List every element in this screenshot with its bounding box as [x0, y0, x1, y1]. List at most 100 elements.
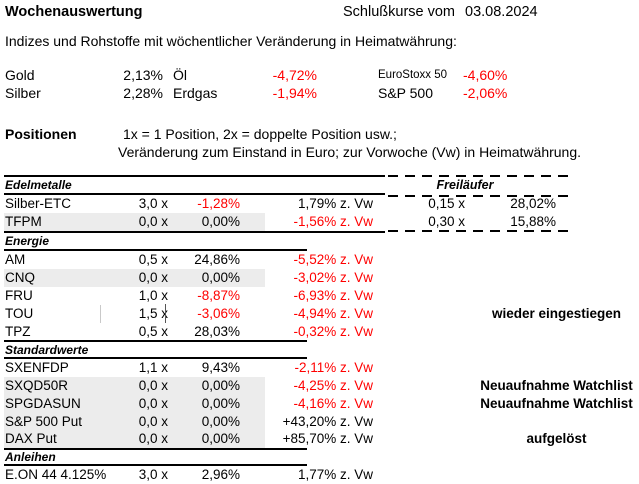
cell-cursor-mark	[165, 304, 166, 323]
freilaeufer-value: 28,02%	[510, 196, 556, 211]
instrument-name: S&P 500 Put	[5, 414, 83, 429]
zero-position-shading	[4, 395, 265, 413]
index-row: Silber 2,28% Erdgas -1,94% S&P 500 -2,06…	[0, 84, 639, 102]
table-row: FRU 1,0 x -8,87% -6,93% z. Vw	[0, 287, 639, 305]
position-size: 3,0 x	[138, 467, 168, 482]
change-since-entry: 0,00%	[201, 270, 240, 285]
change-vs-prev-week: -4,25% z. Vw	[293, 378, 373, 393]
position-size: 0,0 x	[138, 396, 168, 411]
instrument-name: Gold	[5, 67, 35, 83]
weekly-change: -4,60%	[463, 67, 508, 83]
instrument-name: AM	[5, 252, 26, 267]
position-size: 1,0 x	[138, 288, 168, 303]
index-row: Gold 2,13% Öl -4,72% EuroStoxx 50 -4,60%	[0, 66, 639, 84]
closing-prices-label: Schlußkurse vom	[343, 4, 456, 20]
instrument-name: Silber	[5, 85, 41, 101]
change-since-entry: 0,00%	[201, 378, 240, 393]
instrument-name: TPZ	[5, 324, 31, 339]
table-row: SXENFDP 1,1 x 9,43% -2,11% z. Vw	[0, 359, 639, 377]
zero-position-shading	[4, 377, 265, 395]
instrument-name: SPGDASUN	[5, 396, 81, 411]
change-vs-prev-week: 1,77% z. Vw	[297, 467, 373, 482]
instrument-name: Erdgas	[173, 85, 218, 101]
change-since-entry: 0,00%	[201, 396, 240, 411]
zero-position-shading	[4, 430, 265, 448]
row-note: Neuaufnahme Watchlist	[480, 396, 633, 411]
position-size: 1,1 x	[138, 360, 168, 375]
change-since-entry: 0,00%	[201, 214, 240, 229]
table-row: TOU 1,5 x -3,06% -4,94% z. Vw wieder ein…	[0, 305, 639, 323]
position-size: 3,0 x	[138, 196, 168, 211]
position-size: 0,0 x	[138, 431, 168, 446]
weekly-change: -4,72%	[272, 67, 317, 83]
change-vs-prev-week: -6,93% z. Vw	[293, 288, 373, 303]
instrument-name: SXENFDP	[5, 360, 69, 375]
change-since-entry: 24,86%	[194, 252, 240, 267]
page-title: Wochenauswertung	[5, 4, 143, 20]
freilaeufer-dashed-rule	[388, 195, 570, 197]
table-rule	[4, 193, 385, 195]
instrument-name: Öl	[173, 67, 187, 83]
row-note: wieder eingestiegen	[491, 306, 622, 321]
change-since-entry: -8,87%	[197, 288, 240, 303]
change-since-entry: -1,28%	[197, 196, 240, 211]
table-rule	[4, 464, 307, 466]
change-vs-prev-week: -5,52% z. Vw	[293, 252, 373, 267]
positions-legend-line1: 1x = 1 Position, 2x = doppelte Position …	[123, 126, 397, 142]
change-since-entry: 2,96%	[201, 467, 240, 482]
change-since-entry: 28,03%	[194, 324, 240, 339]
table-row: DAX Put 0,0 x 0,00% +85,70% z. Vw aufgel…	[0, 430, 639, 448]
table-rule	[4, 448, 307, 450]
position-size: 0,0 x	[138, 378, 168, 393]
instrument-name: FRU	[5, 288, 33, 303]
table-row: AM 0,5 x 24,86% -5,52% z. Vw	[0, 251, 639, 269]
change-since-entry: 9,43%	[201, 360, 240, 375]
change-since-entry: 0,00%	[201, 431, 240, 446]
table-row: TFPM 0,0 x 0,00% -1,56% z. Vw 0,30 x 15,…	[0, 213, 639, 231]
table-rule	[4, 340, 307, 342]
row-note: Neuaufnahme Watchlist	[480, 378, 633, 393]
position-size: 0,0 x	[138, 414, 168, 429]
position-size: 0,5 x	[138, 252, 168, 267]
instrument-name: TFPM	[5, 214, 42, 229]
positions-heading: Positionen	[5, 126, 77, 142]
table-rule	[4, 231, 385, 233]
change-vs-prev-week: +43,20% z. Vw	[282, 414, 373, 429]
table-row: SXQD50R 0,0 x 0,00% -4,25% z. Vw Neuaufn…	[0, 377, 639, 395]
table-row: SPGDASUN 0,0 x 0,00% -4,16% z. Vw Neuauf…	[0, 395, 639, 413]
freilaeufer-position: 0,15 x	[428, 196, 465, 211]
table-rule	[4, 175, 385, 177]
table-row: TPZ 0,5 x 28,03% -0,32% z. Vw	[0, 323, 639, 341]
intro-text: Indizes und Rohstoffe mit wöchentlicher …	[5, 33, 457, 49]
section-heading: Standardwerte	[5, 343, 89, 357]
position-size: 0,0 x	[138, 270, 168, 285]
weekly-change: -1,94%	[272, 85, 317, 101]
position-size: 1,5 x	[138, 306, 168, 321]
closing-prices-date: 03.08.2024	[465, 4, 538, 20]
table-row: Silber-ETC 3,0 x -1,28% 1,79% z. Vw 0,15…	[0, 195, 639, 213]
section-heading: Edelmetalle	[5, 178, 72, 192]
position-size: 0,5 x	[138, 324, 168, 339]
table-row: CNQ 0,0 x 0,00% -3,02% z. Vw	[0, 269, 639, 287]
instrument-name: CNQ	[5, 270, 35, 285]
change-vs-prev-week: +85,70% z. Vw	[282, 431, 373, 446]
change-vs-prev-week: -0,32% z. Vw	[293, 324, 373, 339]
weekly-change: 2,28%	[123, 85, 163, 101]
freilaeufer-dashed-rule	[388, 175, 570, 177]
freilaeufer-dashed-rule	[388, 230, 570, 232]
freilaeufer-value: 15,88%	[510, 214, 556, 229]
weekly-change: -2,06%	[463, 85, 508, 101]
freilaeufer-position: 0,30 x	[428, 214, 465, 229]
table-rule	[4, 357, 307, 359]
zero-position-shading	[4, 413, 265, 431]
instrument-name: SXQD50R	[5, 378, 69, 393]
freilaeufer-heading: Freiläufer	[436, 178, 494, 192]
instrument-name: S&P 500	[378, 85, 434, 101]
instrument-name: Silber-ETC	[5, 196, 72, 211]
change-vs-prev-week: -4,94% z. Vw	[293, 306, 373, 321]
table-row: E.ON 44 4.125% 3,0 x 2,96% 1,77% z. Vw	[0, 466, 639, 484]
section-heading: Anleihen	[5, 450, 56, 464]
position-size: 0,0 x	[138, 214, 168, 229]
change-vs-prev-week: -2,11% z. Vw	[294, 360, 373, 375]
